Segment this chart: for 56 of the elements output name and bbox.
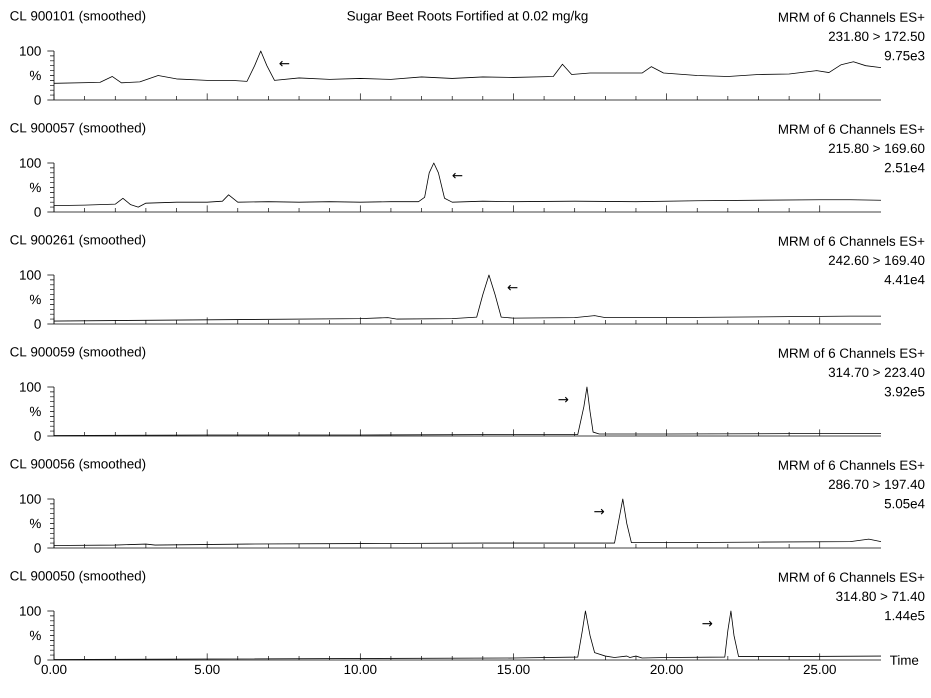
annotation: ← [279, 60, 290, 66]
text: 9.75e3 [884, 50, 924, 60]
y-axis-title: % [30, 70, 41, 80]
text: MRM of 6 Channels ES+ [778, 12, 924, 22]
text: 2.51e4 [884, 162, 925, 172]
y-axis-title: % [30, 182, 41, 192]
y-axis-title: % [30, 406, 41, 416]
x-tick-label: 5.00 [194, 664, 220, 674]
text: 314.70 > 223.40 [828, 368, 924, 378]
text: MRM of 6 Channels ES+ [778, 348, 924, 358]
y-tick-label: 100 [20, 158, 41, 168]
y-tick-label: 100 [20, 382, 41, 392]
text: 231.80 > 172.50 [828, 32, 924, 42]
y-axis-title: % [30, 294, 41, 304]
text: 242.60 > 169.40 [828, 256, 924, 266]
text: 314.80 > 71.40 [836, 592, 924, 602]
chart-title: Sugar Beet Roots Fortified at 0.02 mg/kg [347, 10, 588, 24]
text: MRM of 6 Channels ES+ [778, 460, 924, 470]
text: 5.05e4 [884, 498, 925, 508]
chart-subtitle: CL 900101 (smoothed) [10, 10, 146, 24]
text: MRM of 6 Channels ES+ [778, 572, 924, 582]
text: 286.70 > 197.40 [828, 480, 924, 490]
y-tick-label: 100 [20, 270, 41, 280]
y-tick-label: 100 [20, 46, 41, 56]
x-tick-label: 15.00 [498, 664, 530, 674]
annotation: → [594, 508, 604, 514]
y-tick-label: 100 [20, 494, 41, 504]
x-axis-title: Time [890, 655, 918, 665]
text: MRM of 6 Channels ES+ [778, 124, 924, 134]
chart-title: CL 900050 (smoothed) [10, 570, 146, 584]
y-tick-label: 0 [34, 431, 41, 441]
chart-title: CL 900059 (smoothed) [10, 346, 146, 360]
text: MRM of 6 Channels ES+ [778, 236, 924, 246]
annotation: ← [452, 172, 462, 178]
text: 4.41e4 [884, 274, 925, 284]
y-tick-label: 0 [34, 543, 41, 553]
y-tick-label: 0 [34, 95, 41, 105]
y-tick-label: 0 [34, 319, 41, 329]
text: 1.44e5 [885, 610, 924, 620]
y-axis-title: % [30, 518, 41, 528]
y-tick-label: 0 [34, 207, 41, 217]
y-tick-label: 100 [20, 606, 41, 616]
annotation: → [702, 620, 712, 626]
y-tick-label: 0 [34, 655, 41, 665]
chart-title: CL 900056 (smoothed) [10, 458, 146, 472]
text: 215.80 > 169.60 [828, 144, 924, 154]
chart-title: CL 900057 (smoothed) [10, 122, 146, 136]
x-tick-label: 25.00 [804, 664, 836, 674]
text: 3.92e5 [884, 386, 924, 396]
y-axis-title: % [30, 630, 41, 640]
chart-title: CL 900261 (smoothed) [10, 234, 146, 248]
x-tick-label: 10.00 [344, 664, 376, 674]
x-tick-label: 20.00 [650, 664, 683, 674]
x-tick-label: 0.00 [42, 664, 66, 674]
annotation: → [558, 396, 568, 402]
annotation: ← [508, 284, 518, 290]
